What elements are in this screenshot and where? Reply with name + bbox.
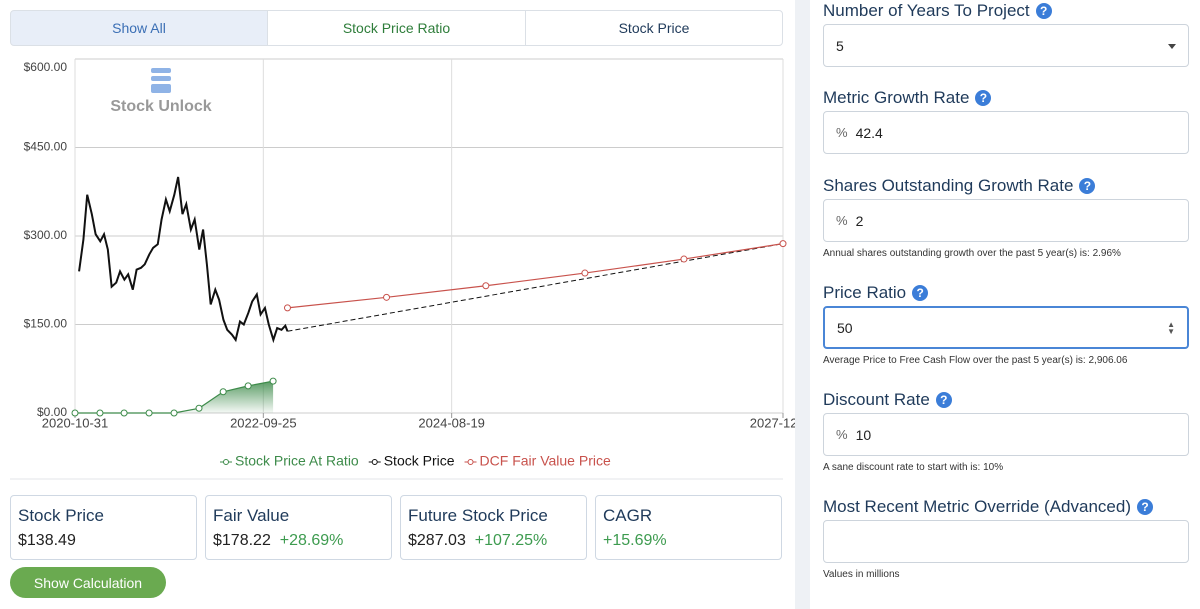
field-label-text: Most Recent Metric Override (Advanced) <box>823 497 1131 516</box>
field-label: Metric Growth Rate? <box>823 87 992 109</box>
help-icon[interactable]: ? <box>1035 3 1052 19</box>
input-prefix: % <box>836 213 848 228</box>
point <box>244 382 252 390</box>
line <box>287 243 784 309</box>
input[interactable]: % 2 <box>823 199 1189 242</box>
help-text: Values in millions <box>823 568 900 580</box>
input-value: 50 <box>837 319 853 336</box>
projection-line <box>287 243 784 332</box>
point <box>779 240 787 248</box>
y-tick-label: $600.00 <box>24 60 68 74</box>
input-prefix: % <box>836 427 848 442</box>
input-prefix: % <box>836 125 848 140</box>
legend-marker <box>467 459 474 465</box>
show-calculation-button[interactable]: Show Calculation <box>10 567 166 598</box>
spinner: ▲ ▼ <box>1167 320 1175 336</box>
stat-value-row: $178.22 +28.69% <box>213 532 384 550</box>
stat-value-row: $138.49 <box>18 532 189 550</box>
tab[interactable]: Stock Price <box>525 10 783 46</box>
help-icon[interactable]: ? <box>1079 178 1096 194</box>
x-tick-label: 2020-10-31 <box>42 415 109 430</box>
stat-value: $138.49 <box>18 532 76 549</box>
x-tick-label: 2024-08-19 <box>418 415 485 430</box>
stat-label: Stock Price <box>18 506 104 525</box>
stat-label: Future Stock Price <box>408 506 548 525</box>
chart: Stock Unlock $0.00 $150.00 $300.00 $450.00 $… <box>10 58 795 480</box>
point <box>283 304 291 312</box>
legend-marker <box>371 459 378 465</box>
input[interactable]: % 10 <box>823 413 1189 456</box>
watermark-icon <box>151 68 171 93</box>
point <box>71 409 79 417</box>
input-value: 5 <box>836 37 844 54</box>
stat-card: CAGR +15.69% <box>595 495 782 560</box>
y-tick-label: $450.00 <box>24 140 68 154</box>
stat-value-row: +15.69% <box>603 532 774 550</box>
stat-change: +15.69% <box>603 532 667 549</box>
point <box>120 409 128 417</box>
help-icon[interactable]: ? <box>935 392 952 408</box>
field-label: Discount Rate? <box>823 389 952 411</box>
area <box>75 381 274 413</box>
y-tick-label: $300.00 <box>24 228 68 242</box>
field-label-text: Metric Growth Rate <box>823 88 970 107</box>
field-label: Shares Outstanding Growth Rate? <box>823 175 1096 197</box>
stat-label: CAGR <box>603 506 653 525</box>
chart-panel: Show All Stock Price Ratio Stock Price S… <box>0 0 795 609</box>
help-text: A sane discount rate to start with is: 1… <box>823 461 1004 473</box>
stat-card: Future Stock Price $287.03 +107.25% <box>400 495 587 560</box>
point <box>195 404 203 412</box>
stat-value: $287.03 <box>408 532 466 549</box>
point <box>145 409 153 417</box>
field-label-text: Price Ratio <box>823 283 907 302</box>
input-value: 42.4 <box>855 124 883 141</box>
line <box>78 176 289 344</box>
point <box>383 293 391 301</box>
point <box>482 282 490 290</box>
field-label-text: Number of Years To Project <box>823 1 1030 20</box>
input-value: 2 <box>855 212 864 229</box>
help-icon[interactable]: ? <box>1137 499 1153 515</box>
field-label-text: Discount Rate <box>823 390 930 409</box>
field-label: Price Ratio? <box>823 282 929 304</box>
point <box>170 409 178 417</box>
stat-card: Fair Value $178.22 +28.69% <box>205 495 392 560</box>
dropdown-arrow <box>1168 44 1176 49</box>
point <box>581 269 589 277</box>
help-icon[interactable]: ? <box>975 90 992 106</box>
input[interactable]: 5 <box>823 24 1189 67</box>
x-tick-label: 2022-09-25 <box>230 415 297 430</box>
x-tick-label: 2027-12-23 <box>750 415 795 430</box>
stat-value: $178.22 <box>213 532 271 549</box>
stat-value-row: $287.03 +107.25% <box>408 532 579 550</box>
legend-label: Stock Price <box>384 453 455 469</box>
input[interactable]: % 42.4 <box>823 111 1189 154</box>
point <box>680 255 688 263</box>
help-text: Average Price to Free Cash Flow over the… <box>823 354 1128 366</box>
field-label: Number of Years To Project? <box>823 0 1052 22</box>
stat-label: Fair Value <box>213 506 290 525</box>
field-label-text: Shares Outstanding Growth Rate <box>823 176 1074 195</box>
stat-change: +28.69% <box>279 532 344 549</box>
help-icon[interactable]: ? <box>912 285 929 301</box>
point <box>96 409 104 417</box>
legend-label: Stock Price At Ratio <box>235 453 359 469</box>
help-text: Annual shares outstanding growth over th… <box>823 247 1121 259</box>
input[interactable] <box>823 520 1189 563</box>
input-value: 10 <box>855 426 872 443</box>
tab[interactable]: Show All <box>10 10 268 46</box>
legend-marker <box>223 459 229 465</box>
watermark: Stock Unlock <box>110 98 211 115</box>
point <box>269 377 277 385</box>
y-tick-label: $150.00 <box>24 317 68 331</box>
legend-label: DCF Fair Value Price <box>480 453 611 469</box>
stat-card: Stock Price $138.49 <box>10 495 197 560</box>
y-tick-label: $0.00 <box>37 405 67 419</box>
input[interactable]: 50 ▲ ▼ <box>823 306 1189 349</box>
settings-panel: Number of Years To Project? 5 Metric Growt… <box>810 0 1200 609</box>
field-label: Most Recent Metric Override (Advanced)? <box>823 496 1153 518</box>
stat-change: +107.25% <box>474 532 548 549</box>
point <box>219 388 227 396</box>
